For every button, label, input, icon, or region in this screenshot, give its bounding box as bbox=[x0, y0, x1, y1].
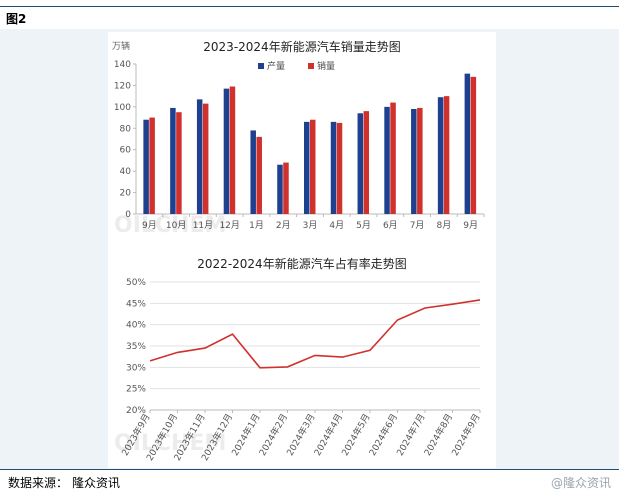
chart1-x-tick-label: 3月 bbox=[303, 220, 318, 231]
chart1-y-unit: 万辆 bbox=[112, 40, 130, 52]
chart1-y-tick-label: 80 bbox=[120, 124, 132, 134]
chart1-bar bbox=[330, 121, 337, 214]
chart2-y-tick-label: 50% bbox=[126, 278, 146, 288]
chart1-bar bbox=[390, 102, 396, 214]
chart1-bar bbox=[443, 96, 450, 214]
chart1-bar bbox=[229, 86, 236, 214]
chart1-x-tick-label: 6月 bbox=[383, 220, 398, 231]
chart1-y-tick-label: 60 bbox=[120, 146, 132, 156]
chart1-bar bbox=[310, 119, 316, 214]
chart1-x-tick-label: 4月 bbox=[329, 220, 344, 231]
chart2-y-tick-label: 35% bbox=[126, 342, 146, 352]
chart2-y-tick-label: 20% bbox=[126, 406, 146, 416]
chart-card: 2023-2024年新能源汽车销量走势图 万辆产量 销量 0 20 40 60 80 100 12… bbox=[108, 32, 496, 468]
chart2-y-tick-label: 25% bbox=[126, 385, 146, 395]
chart1-bar bbox=[437, 97, 444, 214]
chart1-x-tick-label: 8月 bbox=[436, 220, 451, 231]
chart2-series-line bbox=[149, 299, 481, 369]
chart1-bar bbox=[470, 76, 477, 214]
chart1-legend-label: 销量 bbox=[317, 60, 335, 72]
chart1-bar bbox=[143, 119, 149, 214]
chart1-bar bbox=[417, 107, 423, 214]
chart1-x-tick-label: 5月 bbox=[356, 220, 371, 231]
chart1-bar bbox=[336, 122, 343, 214]
chart1-y-tick-label: 140 bbox=[114, 60, 131, 70]
chart1-legend-swatch bbox=[258, 63, 264, 69]
chart1-bar bbox=[170, 107, 176, 214]
chart1-y-tick-label: 0 bbox=[125, 210, 131, 220]
chart2-y-tick-label: 40% bbox=[126, 321, 146, 331]
chart1-legend-label: 产量 bbox=[267, 60, 285, 72]
chart1-bar bbox=[250, 130, 256, 214]
chart1-bar bbox=[223, 88, 230, 214]
chart1-x-tick-label: 9月 bbox=[142, 220, 157, 231]
chart1-x-tick-label: 7月 bbox=[410, 220, 425, 231]
chart1-bar bbox=[357, 113, 364, 214]
chart1-bar bbox=[304, 121, 310, 214]
chart1-bar bbox=[363, 111, 370, 214]
chart1-y-tick-label: 120 bbox=[114, 81, 131, 91]
chart1-y-tick-label: 40 bbox=[120, 167, 132, 177]
watermark-text: OILCHEM bbox=[114, 213, 226, 238]
chart1-y-tick-label: 20 bbox=[120, 189, 132, 199]
watermark-text: OILCHEM bbox=[114, 431, 226, 456]
chart1-title: 2023-2024年新能源汽车销量走势图 bbox=[203, 39, 400, 54]
chart1-bar bbox=[464, 73, 471, 214]
chart1-x-tick-label: 12月 bbox=[219, 220, 239, 231]
chart1-bar bbox=[384, 106, 390, 214]
brand-watermark: @隆众资讯 bbox=[550, 476, 611, 490]
chart1-x-tick-label: 1月 bbox=[249, 220, 264, 231]
chart1-y-tick-label: 100 bbox=[114, 103, 131, 113]
chart1-x-tick-label: 10月 bbox=[166, 220, 186, 231]
chart2-y-tick-label: 45% bbox=[126, 299, 146, 309]
chart1-x-tick-label: 11月 bbox=[193, 220, 213, 231]
chart1-bar bbox=[202, 103, 209, 214]
chart1-x-tick-label: 9月 bbox=[463, 220, 478, 231]
chart1-bar bbox=[176, 112, 182, 214]
chart1-bar bbox=[256, 136, 262, 214]
chart1-x-tick-label: 2月 bbox=[276, 220, 291, 231]
chart1-bar bbox=[283, 162, 289, 214]
source-value: 隆众资讯 bbox=[72, 476, 121, 490]
figure-header: 图2 bbox=[0, 6, 619, 30]
source-label: 数据来源： bbox=[8, 476, 69, 490]
chart2-y-tick-label: 30% bbox=[126, 363, 146, 373]
footer-rule bbox=[0, 469, 619, 470]
figure-label: 图2 bbox=[6, 12, 27, 26]
chart1-bar bbox=[411, 109, 417, 214]
chart1-legend-swatch bbox=[308, 63, 314, 69]
chart1-bar bbox=[196, 99, 203, 214]
chart1-bar bbox=[149, 117, 155, 214]
source-line: 数据来源： 隆众资讯 bbox=[8, 474, 120, 491]
chart1-bar bbox=[277, 164, 283, 214]
chart2-title: 2022-2024年新能源汽车占有率走势图 bbox=[197, 256, 406, 271]
